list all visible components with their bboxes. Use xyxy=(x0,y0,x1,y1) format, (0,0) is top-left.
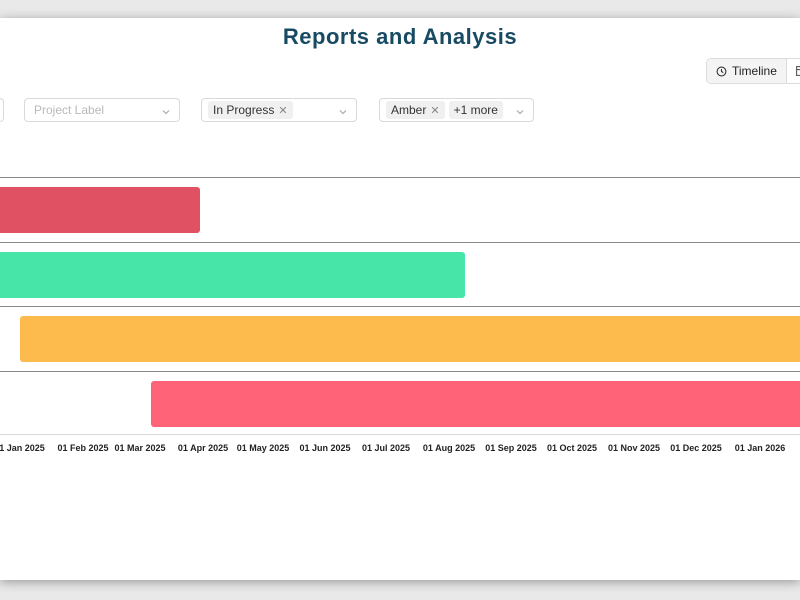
axis-tick-label: 01 Feb 2025 xyxy=(57,443,109,453)
project-bar[interactable] xyxy=(20,316,800,362)
view-toggle[interactable]: Timeline xyxy=(706,58,800,84)
timeline-view-label: Timeline xyxy=(732,64,777,78)
axis-tick-label: 01 Aug 2025 xyxy=(422,443,476,453)
report-window: Reports and Analysis Timeline Project La… xyxy=(0,18,800,580)
axis-tick-label: 01 Sep 2025 xyxy=(485,443,537,453)
axis-tick-label: 01 Apr 2025 xyxy=(177,443,229,453)
axis-tick-label: 01 Mar 2025 xyxy=(114,443,166,453)
rag-status-filter[interactable]: Amber ✕ +1 more xyxy=(379,98,534,122)
status-filter[interactable]: In Progress ✕ xyxy=(201,98,357,122)
project-bar[interactable] xyxy=(0,187,200,233)
more-tags-badge[interactable]: +1 more xyxy=(448,101,503,119)
rag-tag: Amber ✕ xyxy=(386,101,445,119)
axis-tick-label: 01 Oct 2025 xyxy=(546,443,598,453)
axis-tick-label: 01 Jun 2025 xyxy=(299,443,351,453)
axis-tick-label: 01 Jul 2025 xyxy=(361,443,411,453)
project-bar[interactable] xyxy=(151,381,800,427)
table-view-button[interactable] xyxy=(787,59,800,83)
project-bar[interactable] xyxy=(0,252,465,298)
remove-tag-icon[interactable]: ✕ xyxy=(278,104,288,117)
project-label-filter[interactable]: Project Label xyxy=(24,98,180,122)
timeline-row xyxy=(0,177,800,242)
axis-tick-label: 1 Jan 2025 xyxy=(0,443,45,453)
axis-tick-label: 01 Jan 2026 xyxy=(734,443,786,453)
timeline-row xyxy=(0,242,800,307)
status-tag: In Progress ✕ xyxy=(208,101,293,119)
status-tag-label: In Progress xyxy=(213,103,275,117)
axis-tick-label: 01 Nov 2025 xyxy=(607,443,661,453)
timeline-view-button[interactable]: Timeline xyxy=(707,59,787,83)
timeline-row xyxy=(0,371,800,436)
chevron-down-icon[interactable] xyxy=(338,104,348,122)
project-label-placeholder: Project Label xyxy=(34,103,105,117)
axis-tick-label: 01 Dec 2025 xyxy=(670,443,722,453)
chevron-down-icon[interactable] xyxy=(161,104,171,122)
rag-tag-label: Amber xyxy=(391,103,427,117)
axis-tick-label: 01 May 2025 xyxy=(236,443,290,453)
table-icon xyxy=(795,66,800,76)
page-title: Reports and Analysis xyxy=(282,24,518,49)
filter-select-partial[interactable] xyxy=(0,98,4,122)
remove-tag-icon[interactable]: ✕ xyxy=(430,104,440,117)
timeline-row xyxy=(0,306,800,371)
chevron-down-icon[interactable] xyxy=(515,104,525,122)
clock-icon xyxy=(716,66,727,77)
timeline-axis: 1 Jan 2025 01 Feb 2025 01 Mar 2025 01 Apr 2… xyxy=(0,434,800,455)
